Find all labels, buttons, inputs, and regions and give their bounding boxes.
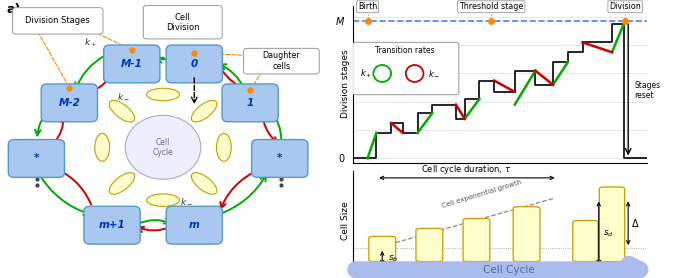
Text: M-1: M-1 — [121, 59, 142, 69]
Ellipse shape — [95, 133, 110, 161]
FancyBboxPatch shape — [244, 48, 319, 74]
FancyBboxPatch shape — [166, 206, 223, 244]
Text: M-2: M-2 — [58, 98, 80, 108]
Text: $k_+$: $k_+$ — [123, 207, 137, 219]
Ellipse shape — [109, 100, 135, 122]
Y-axis label: Division stages: Division stages — [341, 50, 350, 118]
Y-axis label: Cell Size: Cell Size — [341, 201, 350, 240]
Text: $k_+$: $k_+$ — [84, 37, 97, 49]
Text: $k_+$: $k_+$ — [360, 67, 372, 80]
Text: Cell Cycle: Cell Cycle — [483, 265, 534, 275]
Ellipse shape — [147, 194, 179, 206]
Text: $0$: $0$ — [338, 152, 345, 164]
FancyBboxPatch shape — [369, 236, 396, 262]
Text: *: * — [277, 153, 282, 163]
Text: m: m — [189, 220, 199, 230]
FancyBboxPatch shape — [8, 140, 64, 177]
Text: $k_-$: $k_-$ — [427, 69, 440, 78]
Text: $M$: $M$ — [335, 15, 345, 27]
Ellipse shape — [191, 100, 217, 122]
FancyBboxPatch shape — [143, 6, 222, 39]
FancyBboxPatch shape — [103, 45, 160, 83]
FancyBboxPatch shape — [12, 8, 103, 34]
Text: $k_-$: $k_-$ — [179, 197, 192, 207]
Text: Cell
Division: Cell Division — [166, 13, 199, 32]
Text: Daughter
cells: Daughter cells — [262, 51, 300, 71]
Circle shape — [125, 115, 201, 179]
FancyBboxPatch shape — [463, 219, 490, 262]
FancyBboxPatch shape — [416, 229, 443, 262]
Text: *: * — [34, 153, 39, 163]
Ellipse shape — [191, 173, 217, 194]
Text: Division Stages: Division Stages — [25, 16, 90, 25]
Ellipse shape — [109, 173, 135, 194]
Text: Stages
reset: Stages reset — [634, 81, 660, 100]
Text: $k_-$: $k_-$ — [117, 91, 130, 101]
Text: $\Delta$: $\Delta$ — [631, 217, 640, 229]
Text: Cell cycle duration, $\tau$: Cell cycle duration, $\tau$ — [421, 163, 511, 176]
Ellipse shape — [216, 133, 232, 161]
Text: $s_d$: $s_d$ — [603, 229, 614, 239]
Ellipse shape — [147, 88, 179, 101]
FancyBboxPatch shape — [166, 45, 223, 83]
Text: Transition rates: Transition rates — [375, 46, 434, 55]
Text: Division: Division — [610, 2, 641, 11]
Text: a): a) — [7, 3, 21, 16]
Text: 1: 1 — [247, 98, 253, 108]
FancyBboxPatch shape — [573, 220, 598, 262]
Text: Cell exponential growth: Cell exponential growth — [441, 180, 522, 209]
FancyBboxPatch shape — [353, 42, 459, 95]
Text: Threshold stage: Threshold stage — [459, 2, 523, 11]
FancyBboxPatch shape — [84, 206, 140, 244]
Text: Cell
Cycle: Cell Cycle — [153, 138, 173, 157]
FancyBboxPatch shape — [41, 84, 97, 122]
Text: Birth: Birth — [358, 2, 377, 11]
FancyBboxPatch shape — [513, 207, 540, 262]
Text: m+1: m+1 — [99, 220, 125, 230]
FancyBboxPatch shape — [251, 140, 308, 177]
FancyBboxPatch shape — [599, 187, 625, 262]
Text: $s_b$: $s_b$ — [388, 254, 399, 264]
Text: 0: 0 — [190, 59, 198, 69]
FancyBboxPatch shape — [222, 84, 278, 122]
